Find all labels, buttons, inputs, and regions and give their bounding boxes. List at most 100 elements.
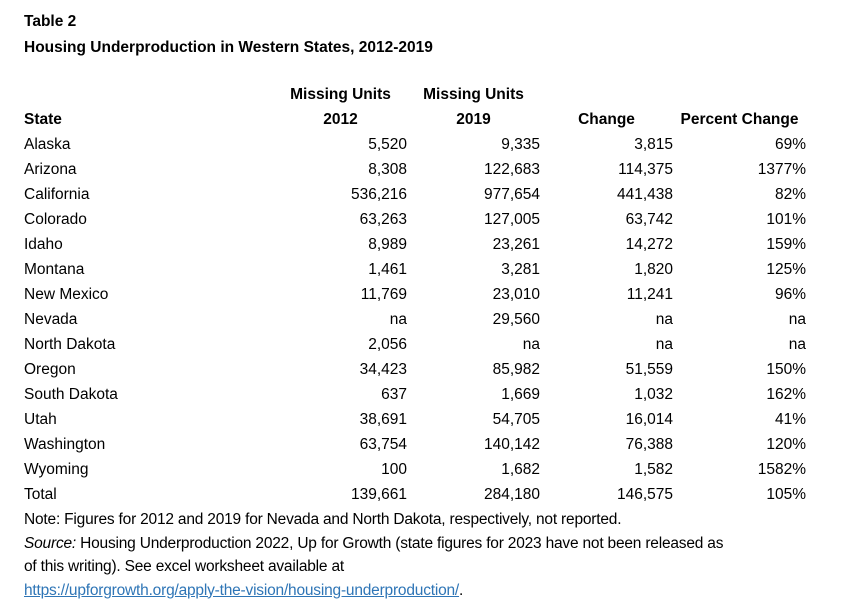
percent-change-cell: 41% bbox=[774, 411, 806, 428]
percent-change-cell: 82% bbox=[774, 186, 806, 203]
mu2019-cell: 3,281 bbox=[501, 261, 540, 278]
state-cell: Arizona bbox=[24, 161, 77, 178]
mu2012-cell: 11,769 bbox=[360, 286, 407, 303]
header-row-2: State 2012 2019 Change Percent Change bbox=[24, 107, 806, 132]
percent-change-cell: 101% bbox=[766, 211, 806, 228]
mu2012-cell: 63,263 bbox=[359, 211, 407, 228]
mu2012-cell: 139,661 bbox=[350, 486, 407, 503]
header-spacer bbox=[24, 82, 274, 107]
col-header-missing-units-2012-line1: Missing Units bbox=[290, 86, 391, 103]
mu2012-cell: 637 bbox=[381, 386, 407, 403]
change-cell: 11,241 bbox=[626, 286, 673, 303]
state-cell: South Dakota bbox=[24, 386, 118, 403]
mu2019-cell: 9,335 bbox=[501, 136, 540, 153]
state-cell: Montana bbox=[24, 261, 85, 278]
mu2019-cell: 140,142 bbox=[483, 436, 540, 453]
change-cell: 1,820 bbox=[634, 261, 673, 278]
table-row: Alaska 5,520 9,335 3,815 69% bbox=[24, 132, 806, 157]
mu2012-cell: 63,754 bbox=[359, 436, 407, 453]
mu2019-cell: na bbox=[522, 336, 540, 353]
state-cell: Wyoming bbox=[24, 461, 89, 478]
percent-change-cell: 159% bbox=[766, 236, 806, 253]
mu2019-cell: 977,654 bbox=[483, 186, 540, 203]
table-row: Nevada na 29,560 na na bbox=[24, 307, 806, 332]
state-cell: Washington bbox=[24, 436, 106, 453]
table-row: Wyoming 100 1,682 1,582 1582% bbox=[24, 457, 806, 482]
source-label: Source: bbox=[24, 534, 77, 552]
col-header-percent-change: Percent Change bbox=[680, 111, 799, 128]
table-row: Washington 63,754 140,142 76,388 120% bbox=[24, 432, 806, 457]
mu2012-cell: 8,989 bbox=[368, 236, 407, 253]
col-header-missing-units-2019-year: 2019 bbox=[456, 111, 491, 128]
mu2019-cell: 122,683 bbox=[483, 161, 540, 178]
percent-change-cell: 125% bbox=[766, 261, 806, 278]
percent-change-cell: 162% bbox=[766, 386, 806, 403]
state-cell: Alaska bbox=[24, 136, 71, 153]
table-row: South Dakota 637 1,669 1,032 162% bbox=[24, 382, 806, 407]
mu2012-cell: 1,461 bbox=[368, 261, 407, 278]
page-title: Housing Underproduction in Western State… bbox=[24, 39, 433, 56]
mu2019-cell: 1,682 bbox=[501, 461, 540, 478]
change-cell: na bbox=[655, 311, 673, 328]
percent-change-cell: 69% bbox=[774, 136, 806, 153]
mu2019-cell: 23,010 bbox=[492, 286, 540, 303]
table-row: New Mexico 11,769 23,010 11,241 96% bbox=[24, 282, 806, 307]
mu2012-cell: 38,691 bbox=[359, 411, 407, 428]
percent-change-cell: 105% bbox=[766, 486, 806, 503]
change-cell: 16,014 bbox=[625, 411, 673, 428]
mu2012-cell: 8,308 bbox=[368, 161, 407, 178]
note-line: Note: Figures for 2012 and 2019 for Neva… bbox=[24, 511, 622, 528]
state-cell: Oregon bbox=[24, 361, 76, 378]
source-link-line: https://upforgrowth.org/apply-the-vision… bbox=[24, 579, 834, 603]
table-row: Total 139,661 284,180 146,575 105% bbox=[24, 482, 806, 507]
housing-underproduction-table: Missing Units Missing Units State 2012 2… bbox=[24, 82, 806, 507]
percent-change-cell: 120% bbox=[766, 436, 806, 453]
state-cell: New Mexico bbox=[24, 286, 109, 303]
state-cell: Total bbox=[24, 486, 57, 503]
mu2019-cell: 85,982 bbox=[492, 361, 540, 378]
mu2012-cell: 34,423 bbox=[359, 361, 407, 378]
table-row: Montana 1,461 3,281 1,820 125% bbox=[24, 257, 806, 282]
state-cell: North Dakota bbox=[24, 336, 116, 353]
percent-change-cell: 96% bbox=[774, 286, 806, 303]
state-cell: California bbox=[24, 186, 90, 203]
table-row: Colorado 63,263 127,005 63,742 101% bbox=[24, 207, 806, 232]
change-cell: 1,582 bbox=[634, 461, 673, 478]
state-cell: Nevada bbox=[24, 311, 78, 328]
change-cell: 14,272 bbox=[625, 236, 673, 253]
mu2012-cell: na bbox=[389, 311, 407, 328]
change-cell: 3,815 bbox=[634, 136, 673, 153]
percent-change-cell: na bbox=[788, 311, 806, 328]
mu2019-cell: 1,669 bbox=[501, 386, 540, 403]
table-row: North Dakota 2,056 na na na bbox=[24, 332, 806, 357]
change-cell: 51,559 bbox=[625, 361, 673, 378]
mu2012-cell: 5,520 bbox=[368, 136, 407, 153]
source-link[interactable]: https://upforgrowth.org/apply-the-vision… bbox=[24, 581, 460, 599]
state-cell: Colorado bbox=[24, 211, 87, 228]
mu2012-cell: 2,056 bbox=[368, 336, 407, 353]
change-cell: 76,388 bbox=[625, 436, 673, 453]
source-line-2: of this writing). See excel worksheet av… bbox=[24, 558, 344, 575]
change-cell: 114,375 bbox=[618, 161, 673, 178]
state-cell: Idaho bbox=[24, 236, 63, 253]
mu2019-cell: 54,705 bbox=[492, 411, 540, 428]
percent-change-cell: na bbox=[788, 336, 806, 353]
percent-change-cell: 150% bbox=[766, 361, 806, 378]
col-header-state: State bbox=[24, 111, 62, 128]
mu2019-cell: 29,560 bbox=[492, 311, 540, 328]
mu2019-cell: 23,261 bbox=[492, 236, 540, 253]
header-spacer bbox=[540, 82, 673, 107]
mu2012-cell: 536,216 bbox=[350, 186, 407, 203]
mu2019-cell: 127,005 bbox=[483, 211, 540, 228]
col-header-missing-units-2019-line1: Missing Units bbox=[423, 86, 524, 103]
col-header-change: Change bbox=[578, 111, 635, 128]
percent-change-cell: 1582% bbox=[757, 461, 806, 478]
table-row: Idaho 8,989 23,261 14,272 159% bbox=[24, 232, 806, 257]
mu2012-cell: 100 bbox=[381, 461, 407, 478]
change-cell: 1,032 bbox=[634, 386, 673, 403]
table-row: Utah 38,691 54,705 16,014 41% bbox=[24, 407, 806, 432]
state-cell: Utah bbox=[24, 411, 57, 428]
source-line-1: Source: Housing Underproduction 2022, Up… bbox=[24, 532, 834, 556]
change-cell: 63,742 bbox=[625, 211, 673, 228]
